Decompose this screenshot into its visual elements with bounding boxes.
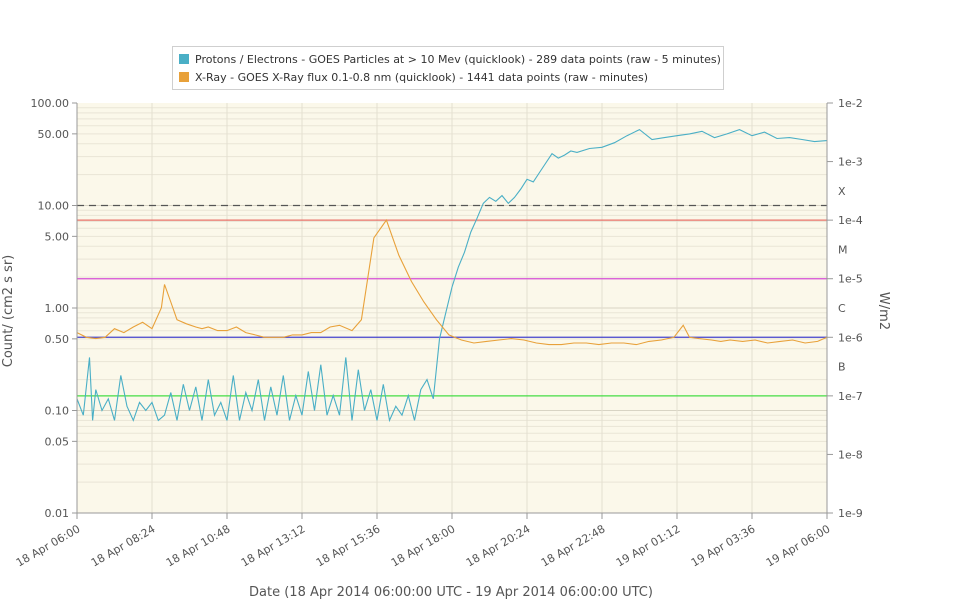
x-tick-label: 18 Apr 13:12	[239, 522, 308, 569]
right-tick-label: 1e-7	[838, 390, 863, 403]
flare-class-label: B	[838, 361, 846, 374]
right-axis-ticks: 1e-2 1e-3 1e-4 1e-5 1e-6 1e-7 1e-8 1e-9 X M C B	[827, 97, 863, 520]
left-axis-ticks: 100.00 50.00 10.00 5.00 1.00 0.50 0.10 0.05 0.01	[31, 97, 77, 520]
right-tick-label: 1e-9	[838, 507, 863, 520]
series-line-protons	[76, 128, 828, 423]
legend-label-xray: X-Ray - GOES X-Ray flux 0.1-0.8 nm (quic…	[195, 71, 649, 84]
left-tick-label: 0.50	[45, 333, 70, 346]
right-tick-label: 1e-4	[838, 214, 863, 227]
series-layer	[76, 128, 828, 423]
legend-label-protons: Protons / Electrons - GOES Particles at …	[195, 53, 721, 66]
flare-class-label: M	[838, 243, 848, 256]
legend-swatch-protons	[179, 54, 189, 64]
x-tick-label: 18 Apr 08:24	[89, 522, 158, 569]
grid	[76, 103, 828, 514]
series-line-xray	[76, 218, 828, 346]
right-tick-label: 1e-5	[838, 273, 863, 286]
right-tick-label: 1e-2	[838, 97, 863, 110]
x-tick-label: 18 Apr 10:48	[164, 522, 233, 569]
x-tick-label: 18 Apr 20:24	[464, 522, 533, 569]
left-tick-label: 0.10	[45, 405, 70, 418]
right-tick-label: 1e-3	[838, 156, 863, 169]
x-tick-label: 19 Apr 03:36	[689, 522, 758, 569]
left-tick-label: 0.01	[45, 507, 70, 520]
flare-class-label: X	[838, 185, 846, 198]
legend-swatch-xray	[179, 72, 189, 82]
x-axis-title: Date (18 Apr 2014 06:00:00 UTC - 19 Apr …	[249, 585, 653, 600]
legend: Protons / Electrons - GOES Particles at …	[172, 46, 724, 90]
x-tick-label: 19 Apr 01:12	[614, 522, 683, 569]
left-tick-label: 0.05	[45, 435, 70, 448]
flare-class-label: C	[838, 302, 846, 315]
right-tick-label: 1e-6	[838, 331, 863, 344]
left-tick-label: 10.00	[38, 200, 70, 213]
reference-lines	[77, 204, 827, 397]
x-tick-label: 18 Apr 18:00	[389, 522, 458, 569]
left-tick-label: 100.00	[31, 97, 70, 110]
legend-item-protons[interactable]: Protons / Electrons - GOES Particles at …	[179, 51, 721, 69]
x-tick-label: 18 Apr 15:36	[314, 522, 383, 569]
left-tick-label: 1.00	[45, 302, 70, 315]
right-tick-label: 1e-8	[838, 448, 863, 461]
y-axis-left-title: Count/ (cm2 s sr)	[1, 255, 16, 368]
left-tick-label: 50.00	[38, 128, 70, 141]
x-axis-ticks: 18 Apr 06:00 18 Apr 08:24 18 Apr 10:48 18 A…	[14, 513, 833, 569]
left-tick-label: 5.00	[45, 230, 70, 243]
legend-item-xray[interactable]: X-Ray - GOES X-Ray flux 0.1-0.8 nm (quic…	[179, 69, 648, 87]
x-tick-label: 18 Apr 06:00	[14, 522, 83, 569]
y-axis-right-title: W/m2	[876, 292, 891, 330]
x-tick-label: 19 Apr 06:00	[764, 522, 833, 569]
x-tick-label: 18 Apr 22:48	[539, 522, 608, 569]
